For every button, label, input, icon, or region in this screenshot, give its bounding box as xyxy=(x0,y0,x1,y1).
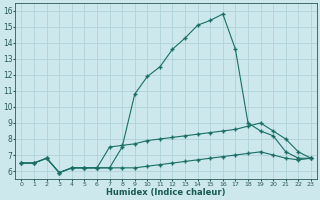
X-axis label: Humidex (Indice chaleur): Humidex (Indice chaleur) xyxy=(107,188,226,197)
